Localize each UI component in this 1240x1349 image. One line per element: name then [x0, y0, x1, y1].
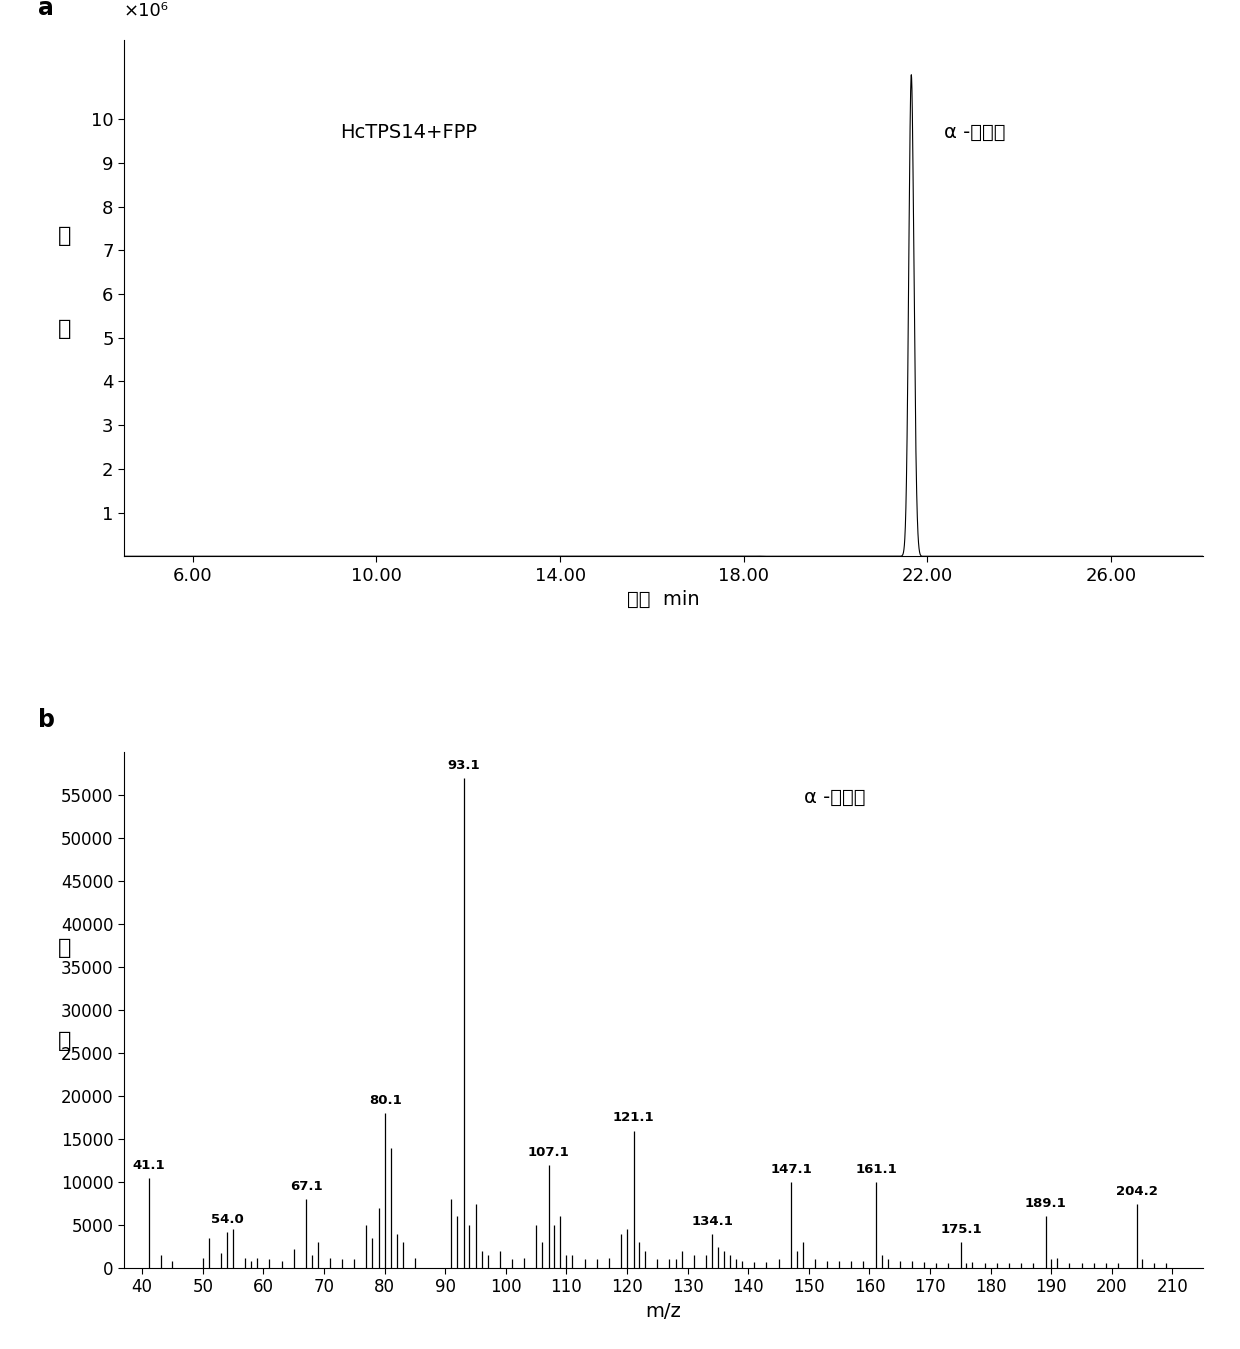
Text: 147.1: 147.1	[770, 1163, 812, 1176]
Text: 175.1: 175.1	[940, 1224, 982, 1236]
Text: a: a	[37, 0, 53, 20]
X-axis label: 时间  min: 时间 min	[627, 591, 699, 610]
Text: 189.1: 189.1	[1025, 1198, 1066, 1210]
Text: α -石竹烯: α -石竹烯	[944, 123, 1006, 142]
Text: ×10⁶: ×10⁶	[124, 1, 169, 20]
Text: 丰: 丰	[58, 939, 72, 958]
Text: 度: 度	[58, 1031, 72, 1051]
Text: 41.1: 41.1	[133, 1159, 165, 1172]
Text: 134.1: 134.1	[692, 1214, 733, 1228]
Text: 丰: 丰	[58, 227, 72, 247]
Text: 121.1: 121.1	[613, 1112, 655, 1125]
Text: 54.0: 54.0	[211, 1213, 243, 1226]
Text: 107.1: 107.1	[528, 1145, 569, 1159]
Text: 93.1: 93.1	[448, 759, 480, 772]
Text: 204.2: 204.2	[1116, 1184, 1158, 1198]
Text: 161.1: 161.1	[856, 1163, 897, 1176]
Text: b: b	[37, 708, 55, 731]
Text: 80.1: 80.1	[368, 1094, 402, 1108]
Text: 度: 度	[58, 320, 72, 340]
X-axis label: m/z: m/z	[646, 1302, 681, 1321]
Text: HcTPS14+FPP: HcTPS14+FPP	[340, 123, 476, 142]
Text: α -石竹烯: α -石竹烯	[804, 788, 866, 807]
Text: 67.1: 67.1	[290, 1180, 322, 1194]
